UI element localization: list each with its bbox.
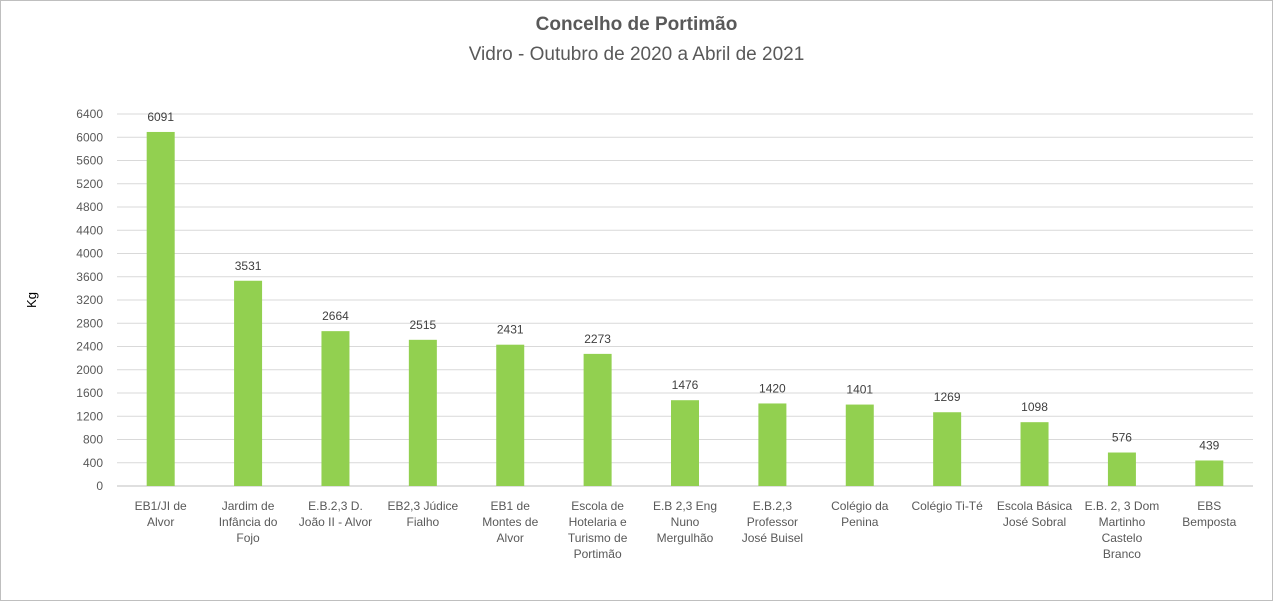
data-label: 2515 xyxy=(409,318,436,332)
chart-title: Concelho de Portimão xyxy=(535,14,738,35)
data-label: 2431 xyxy=(497,323,524,337)
chart-subtitle: Vidro - Outubro de 2020 a Abril de 2021 xyxy=(468,44,805,65)
y-axis-ticks: 0 400 800 1200 1600 2000 2400 2800 3200 3600 4000 4… xyxy=(76,107,103,493)
data-label: 3531 xyxy=(235,259,262,273)
data-label: 2273 xyxy=(584,332,611,346)
y-tick-label: 5600 xyxy=(76,154,103,168)
y-tick-label: 4400 xyxy=(76,223,103,237)
data-label: 1098 xyxy=(1021,400,1048,414)
data-labels: 6091 3531 2664 2515 2431 2273 1476 1420 1401 1269… xyxy=(147,110,1219,453)
data-label: 1476 xyxy=(672,378,699,392)
bar xyxy=(1195,460,1224,486)
category-label: EBS Bemposta xyxy=(1182,499,1236,529)
y-tick-label: 0 xyxy=(96,479,103,493)
data-label: 6091 xyxy=(147,110,174,124)
y-tick-label: 4800 xyxy=(76,200,103,214)
category-label: EB2,3 Júdice Fialho xyxy=(387,499,458,529)
category-label: EB1 de Montes de Alvor xyxy=(482,499,538,545)
y-axis-label: Kg xyxy=(24,292,39,308)
bar xyxy=(1107,452,1136,486)
data-label: 1401 xyxy=(846,383,873,397)
category-label: Jardim de Infância do Fojo xyxy=(219,499,278,545)
bar xyxy=(933,412,962,486)
y-tick-label: 6400 xyxy=(76,107,103,121)
data-label: 439 xyxy=(1199,438,1219,452)
bar xyxy=(583,353,612,486)
category-label: Colégio Ti-Té xyxy=(911,499,983,513)
data-label: 2664 xyxy=(322,309,349,323)
category-label: E.B 2,3 Eng Nuno Mergulhão xyxy=(653,499,717,545)
category-label: E.B. 2, 3 Dom Martinho Castelo Branco xyxy=(1085,499,1160,561)
y-tick-label: 800 xyxy=(83,433,103,447)
y-tick-label: 2000 xyxy=(76,363,103,377)
y-tick-label: 4000 xyxy=(76,247,103,261)
category-label: E.B.2,3 D. João II - Alvor xyxy=(299,499,372,529)
bars xyxy=(146,131,1224,486)
bar xyxy=(321,331,350,486)
data-label: 576 xyxy=(1112,431,1132,445)
category-label: EB1/JI de Alvor xyxy=(135,499,187,529)
bar xyxy=(1020,422,1049,486)
category-label: Colégio da Penina xyxy=(831,499,889,529)
bar xyxy=(408,339,437,486)
y-tick-label: 1200 xyxy=(76,409,103,423)
bar xyxy=(845,404,874,486)
y-tick-label: 2400 xyxy=(76,340,103,354)
bar xyxy=(496,344,525,486)
y-tick-label: 2800 xyxy=(76,316,103,330)
bar xyxy=(671,400,699,486)
bar xyxy=(758,403,787,486)
y-tick-label: 3600 xyxy=(76,270,103,284)
category-label: E.B.2,3 Professor José Buisel xyxy=(742,499,803,545)
y-tick-label: 400 xyxy=(83,456,103,470)
y-tick-label: 5200 xyxy=(76,177,103,191)
bar xyxy=(146,131,175,486)
y-tick-label: 3200 xyxy=(76,293,103,307)
category-label: Escola de Hotelaria e Turismo de Portimão xyxy=(568,499,628,561)
data-label: 1420 xyxy=(759,381,786,395)
data-label: 1269 xyxy=(934,390,961,404)
category-label: Escola Básica José Sobral xyxy=(997,499,1073,529)
y-tick-label: 1600 xyxy=(76,386,103,400)
category-labels: EB1/JI de Alvor Jardim de Infância do Fojo E.… xyxy=(135,499,1237,561)
y-tick-label: 6000 xyxy=(76,130,103,144)
bar xyxy=(234,280,263,486)
